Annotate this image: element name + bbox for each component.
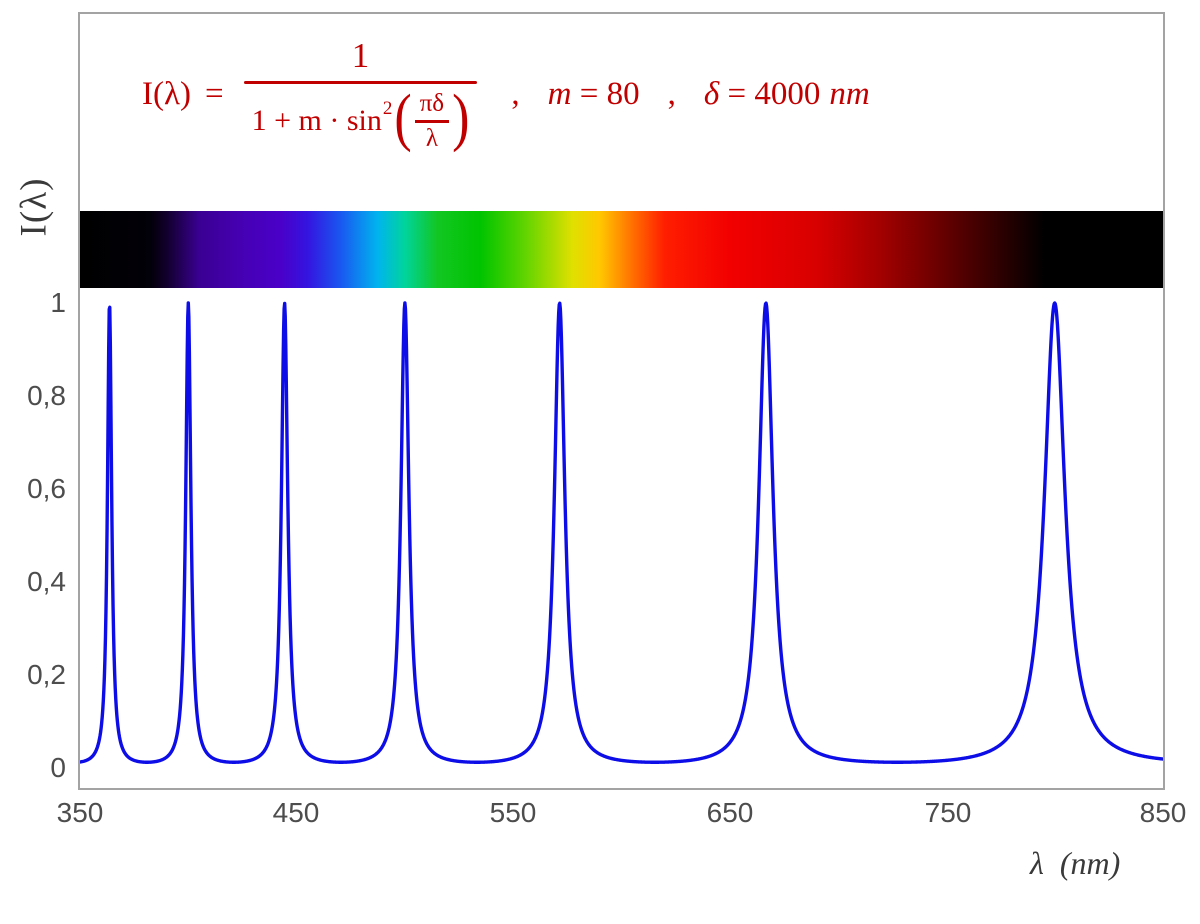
param-delta-symbol: δ <box>703 76 728 113</box>
param-delta: δ = 4000 nm <box>704 76 870 113</box>
param-delta-unit: nm <box>829 76 870 113</box>
y-tick-label: 0,2 <box>27 659 66 690</box>
param-m-value: = 80 <box>579 76 640 113</box>
fraction-denominator: 1 + m · sin 2 ( πδ λ ) <box>244 84 478 152</box>
x-axis-title: λ (nm) <box>1030 845 1121 881</box>
formula: I(λ) = 1 1 + m · sin 2 ( πδ λ ) , m = 80 <box>142 36 870 152</box>
y-tick-label: 0,4 <box>27 566 66 597</box>
separator-comma-2: , <box>667 76 676 113</box>
x-tick-label: 350 <box>56 797 104 828</box>
inner-fraction: πδ λ <box>414 89 450 152</box>
curve-plot-area <box>80 301 1163 764</box>
y-tick-label: 0,8 <box>27 380 66 411</box>
separator-comma: , <box>511 76 520 113</box>
fraction-numerator: 1 <box>351 36 370 75</box>
sin-exponent: 2 <box>382 98 393 120</box>
denominator-text: 1 + m · sin <box>251 104 382 138</box>
x-tick-label: 750 <box>924 797 972 828</box>
intensity-curve-line <box>80 301 1163 764</box>
inner-denominator: λ <box>425 124 438 152</box>
x-tick-label: 550 <box>489 797 537 828</box>
formula-fraction: 1 1 + m · sin 2 ( πδ λ ) <box>243 36 478 152</box>
x-tick-label: 650 <box>706 797 754 828</box>
x-tick-label: 850 <box>1139 797 1187 828</box>
fraction-bar <box>243 80 478 84</box>
x-tick-label: 450 <box>272 797 320 828</box>
spectrum-bar <box>80 211 1163 288</box>
param-delta-value: = 4000 <box>727 76 821 113</box>
inner-numerator: πδ <box>419 89 445 117</box>
left-parenthesis: ( <box>394 82 412 154</box>
y-tick-label: 0,6 <box>27 473 66 504</box>
plot-frame: I(λ) = 1 1 + m · sin 2 ( πδ λ ) , m = 80 <box>78 12 1165 790</box>
formula-equals: = <box>204 76 224 113</box>
y-tick-label: 0 <box>50 752 66 783</box>
y-axis-title: I(λ) <box>13 177 55 237</box>
formula-lhs: I(λ) <box>142 76 191 113</box>
inner-fraction-bar <box>414 120 450 123</box>
right-parenthesis: ) <box>452 82 470 154</box>
param-m-symbol: m <box>547 76 580 113</box>
y-tick-label: 1 <box>50 287 66 318</box>
param-m: m = 80 <box>548 76 640 113</box>
